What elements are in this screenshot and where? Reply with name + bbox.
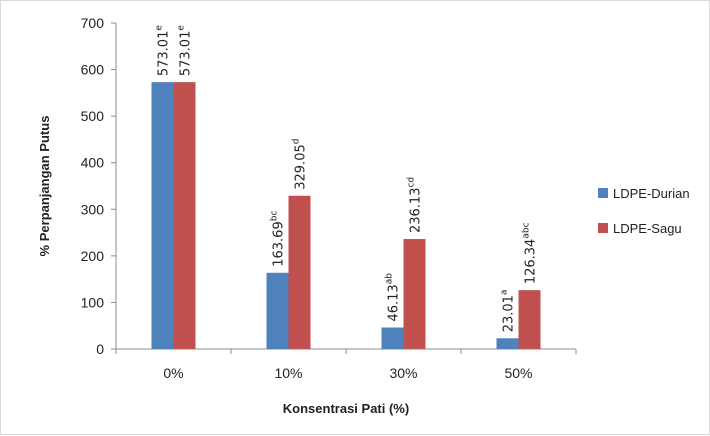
data-labels: 573.01e 163.69bc 46.13ab 23.01a 573.01e 329.0… (155, 25, 539, 333)
data-label: 573.01e (177, 25, 194, 77)
y-axis-title: % Perpanjangan Putus (37, 116, 52, 257)
bar-ldpe-sagu-3 (518, 290, 541, 349)
y-tick-label: 400 (81, 155, 105, 171)
y-tick-label: 100 (81, 294, 105, 310)
legend-label: LDPE-Sagu (613, 221, 682, 236)
x-axis-title: Konsentrasi Pati (%) (283, 401, 409, 416)
bar-ldpe-durian-3 (496, 338, 519, 349)
bar-ldpe-sagu-1 (288, 195, 311, 349)
bar-ldpe-durian-0 (151, 82, 174, 350)
legend-swatch (598, 223, 608, 233)
y-axis: 0 100 200 300 400 500 600 700 (81, 15, 117, 357)
bar-ldpe-durian-2 (381, 327, 404, 349)
data-label: 126.34abc (522, 222, 539, 284)
x-tick-label: 30% (389, 365, 417, 381)
y-tick-label: 500 (81, 108, 105, 124)
data-label: 573.01e (155, 25, 172, 77)
y-tick-label: 200 (81, 248, 105, 264)
data-label: 329.05d (292, 139, 309, 190)
data-label: 23.01a (500, 290, 517, 333)
bar-ldpe-sagu-0 (173, 82, 196, 350)
data-label: 163.69bc (270, 211, 287, 267)
legend-swatch (598, 188, 608, 198)
bar-ldpe-sagu-2 (403, 239, 426, 349)
x-tick-label: 50% (504, 365, 532, 381)
y-tick-label: 600 (81, 62, 105, 78)
bars (151, 82, 541, 350)
data-label: 46.13ab (385, 273, 402, 322)
x-axis: 0% 10% 30% 50% (115, 348, 577, 381)
x-tick-label: 10% (274, 365, 302, 381)
legend-label: LDPE-Durian (613, 186, 690, 201)
x-tick-label: 0% (163, 365, 183, 381)
y-tick-label: 0 (96, 341, 104, 357)
y-tick-label: 300 (81, 201, 105, 217)
y-tick-label: 700 (81, 15, 105, 31)
legend: LDPE-Durian LDPE-Sagu (598, 186, 690, 236)
data-label: 236.13cd (407, 177, 424, 233)
bar-ldpe-durian-1 (266, 272, 289, 349)
